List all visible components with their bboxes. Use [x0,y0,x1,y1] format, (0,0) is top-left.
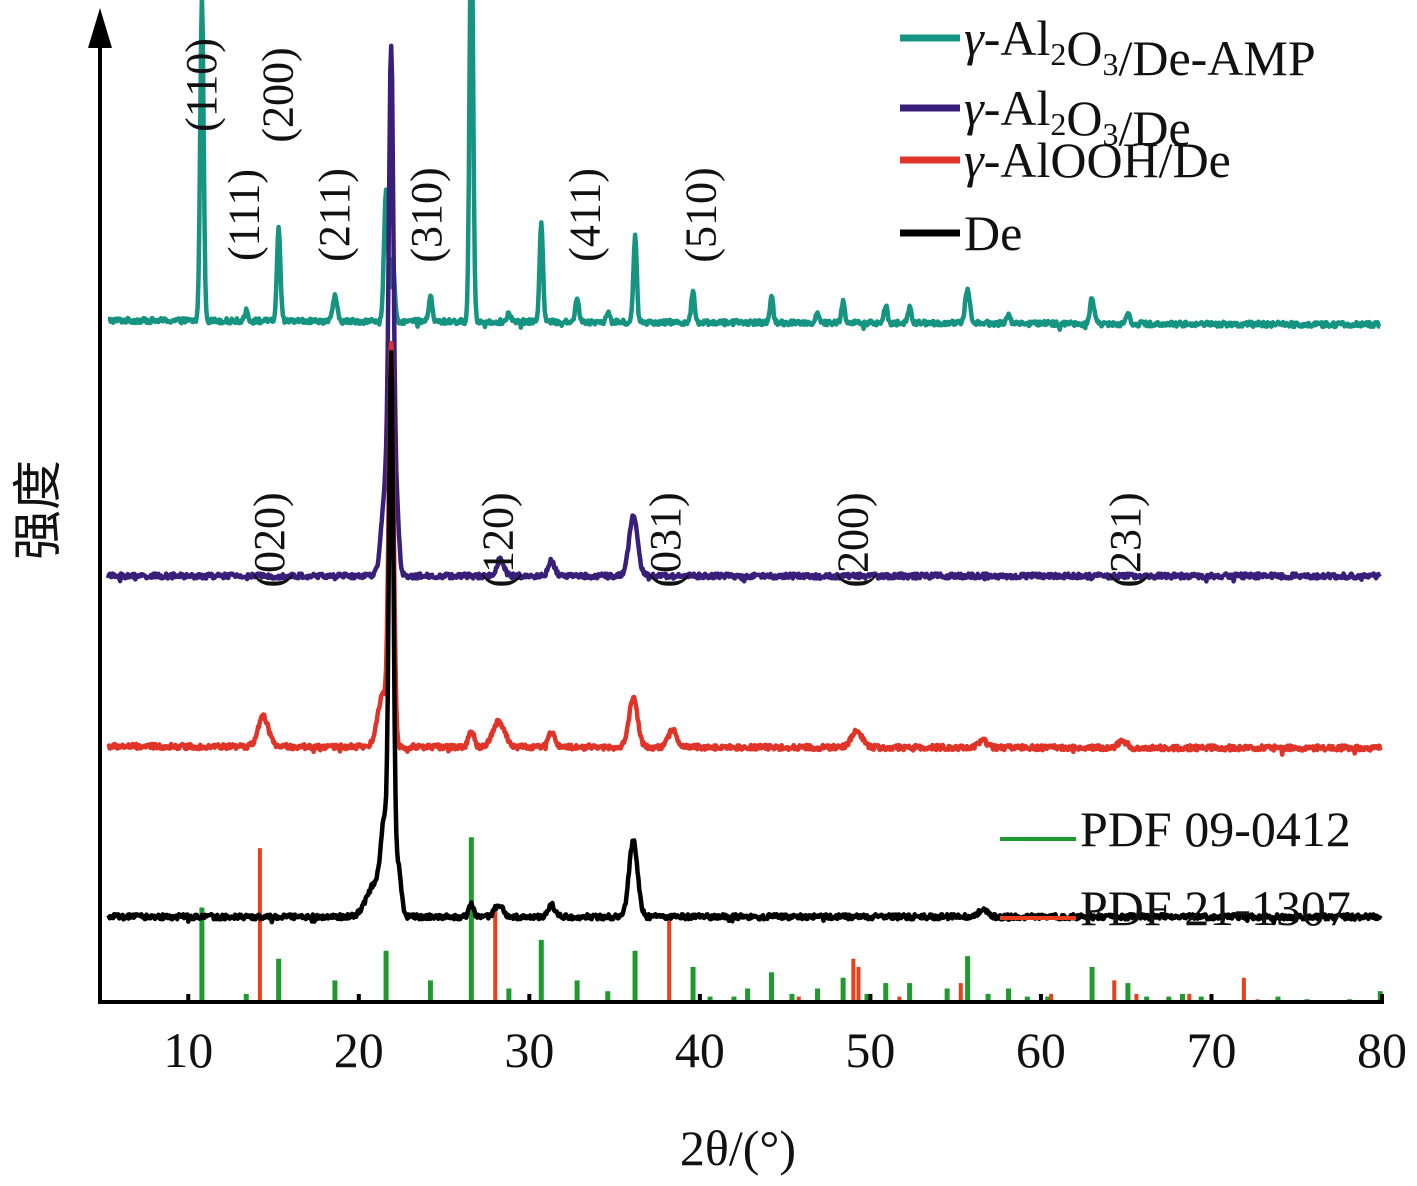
legend-layer: γ-Al2O3/De-AMPγ-Al2O3/Deγ-AlOOH/DeDePDF … [900,10,1351,936]
ref-legend-label: PDF 09-0412 [1080,801,1351,857]
series-line-1 [106,0,1382,332]
x-tick-label: 40 [675,1022,725,1078]
peak-index-label: (120) [474,492,523,587]
x-tick-label: 50 [845,1022,895,1078]
peak-index-label: (310) [402,167,451,262]
legend-label-part: -Al [984,10,1051,66]
legend-label-gamma: γ [964,132,985,188]
annotation-layer: (110)(111)(200)(211) (310) (411) (510)(020)… [177,38,1150,587]
peak-index-label: (211) [310,168,359,262]
legend-label-gamma: γ [964,10,985,66]
axes-layer: 10 20 30 40 50 60 70 80 2θ/(°) 强度 [10,8,1407,1176]
legend-label-subscript: 3 [1102,116,1118,152]
legend-label: De [964,205,1022,261]
ref-legend-entry: PDF 09-0412 [1000,801,1351,857]
ref-legend-entry: PDF 21-1307 [1000,880,1351,936]
reference-pattern-2 [257,848,1260,1002]
x-tick-label: 20 [334,1022,384,1078]
peak-index-label: (111) [220,169,269,261]
legend-entry: γ-Al2O3/De [900,80,1191,156]
series-line-3 [106,340,1383,757]
series-layer [105,0,1383,926]
legend-label-part: -AlOOH/De [984,132,1231,188]
peak-index-label: (200) [254,47,303,142]
x-tick-label: 80 [1357,1022,1407,1078]
legend-label-subscript: 2 [1050,36,1066,72]
peak-index-label: (231) [1101,492,1150,587]
ref-legend-label: PDF 21-1307 [1080,880,1351,936]
x-tick-label: 70 [1186,1022,1236,1078]
reference-sticks-layer [199,837,1383,1002]
peak-index-label: (200) [828,492,877,587]
legend-label-subscript: 2 [1050,106,1066,142]
peak-index-label: (031) [641,492,690,587]
legend-label-part: -Al [984,80,1051,136]
x-tick-label: 30 [504,1022,554,1078]
legend-label-part: O [1066,90,1102,146]
legend-entry: γ-Al2O3/De-AMP [900,10,1316,86]
peak-index-label: (510) [677,167,726,262]
legend-label-gamma: γ [964,80,985,136]
legend-entry: γ-AlOOH/De [900,132,1231,188]
legend-label: γ-Al2O3/De-AMP [964,10,1316,86]
legend-label-part: /De-AMP [1118,30,1315,86]
legend-label-part: /De [1118,100,1190,156]
series-line-4 [106,349,1383,926]
y-axis-title: 强度 [10,460,66,560]
peak-index-label: (020) [245,492,294,587]
peak-index-label: (411) [561,168,610,262]
x-tick-label: 60 [1016,1022,1066,1078]
legend-entry: De [900,205,1022,261]
reference-pattern-1 [199,837,1383,1002]
legend-label-subscript: 3 [1102,46,1118,82]
legend-label-part: De [964,205,1022,261]
x-axis-title: 2θ/(°) [680,1120,796,1176]
y-axis-arrow [88,8,112,48]
legend-label: γ-AlOOH/De [964,132,1231,188]
peak-index-label: (110) [177,38,226,132]
legend-label: γ-Al2O3/De [964,80,1191,156]
series-line-2 [105,43,1382,584]
x-tick-label: 10 [163,1022,213,1078]
legend-label-part: O [1066,20,1102,76]
